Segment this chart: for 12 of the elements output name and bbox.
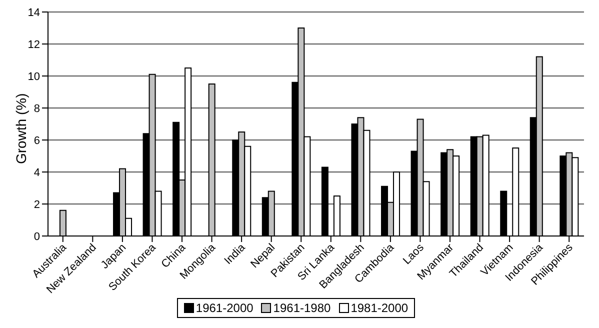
legend-label: 1981-2000 [350, 301, 408, 315]
y-tick-label: 4 [34, 166, 40, 179]
legend-label: 1961-2000 [194, 301, 254, 315]
y-tick-label: 2 [34, 198, 40, 211]
y-tick-label: 10 [28, 70, 40, 83]
legend-label: 1961-1980 [272, 301, 331, 315]
y-tick-label: 12 [28, 38, 40, 51]
y-tick-label: 8 [34, 102, 40, 115]
y-tick-label: 6 [34, 134, 40, 147]
y-tick-label: 14 [28, 6, 40, 19]
y-axis-title: Growth (%) [12, 93, 29, 164]
y-tick-label: 0 [34, 230, 40, 243]
